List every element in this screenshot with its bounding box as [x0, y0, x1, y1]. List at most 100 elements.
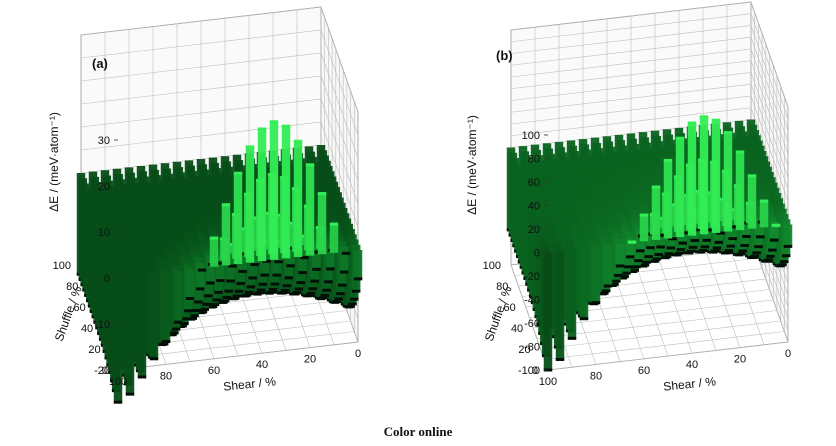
- surface: [506, 115, 793, 372]
- surface-cell: [220, 299, 230, 303]
- surface-cell: [730, 225, 739, 229]
- surface-cell: [740, 243, 749, 247]
- surface-cell: [630, 268, 639, 272]
- surface-bar: [625, 237, 635, 257]
- surface-cell: [752, 251, 761, 255]
- surface-cell: [306, 291, 316, 295]
- surface-cell: [242, 293, 252, 297]
- surface-bar: [615, 244, 625, 266]
- surface-bar: [281, 126, 291, 259]
- x-tick-label: 80: [590, 370, 602, 382]
- surface-cell: [714, 240, 723, 244]
- z-axis-label: ΔE / (meV·atom⁻¹): [47, 112, 61, 212]
- surface-bar: [711, 120, 721, 233]
- surface-cell: [233, 171, 243, 175]
- surface-cell: [640, 263, 650, 267]
- surface-bar: [317, 193, 327, 255]
- surface-cell: [248, 276, 257, 280]
- surface-bar: [245, 146, 255, 263]
- surface-cell: [692, 228, 701, 232]
- wall-gridline: [510, 1, 789, 108]
- surface-cell: [310, 279, 319, 283]
- surface-bar: [305, 164, 315, 256]
- surface-cell: [676, 248, 686, 252]
- surface-cell: [173, 320, 183, 324]
- surface-cell: [168, 333, 177, 337]
- surface-cell: [216, 279, 225, 283]
- surface-cell: [724, 249, 734, 253]
- z-tick-label: 20: [98, 181, 110, 193]
- surface-cell: [320, 293, 329, 297]
- surface-cell: [723, 131, 733, 135]
- surface-cell: [268, 287, 278, 291]
- surface-bar: [735, 152, 745, 231]
- surface-cell: [654, 253, 663, 257]
- surface-cell: [658, 233, 667, 237]
- surface-bar: [567, 249, 577, 339]
- surface-cell: [298, 271, 307, 275]
- surface-bar: [206, 256, 215, 283]
- surface-cell: [266, 290, 276, 294]
- surface-cell: [747, 174, 757, 178]
- surface-cell: [687, 121, 697, 125]
- wall-gridline: [80, 98, 359, 205]
- surface-bar: [185, 269, 195, 299]
- surface-cell: [206, 281, 215, 285]
- surface-cell: [300, 256, 309, 260]
- surface-bar: [274, 237, 283, 262]
- surface-bar: [543, 252, 553, 370]
- surface-bar: [716, 210, 725, 234]
- x-tick-label: 100: [539, 376, 557, 388]
- surface-cell: [652, 257, 662, 261]
- y-tick-label: 100: [483, 260, 501, 272]
- wall-gridline: [510, 60, 789, 166]
- surface-cell: [668, 237, 677, 241]
- surface-bar: [555, 251, 565, 360]
- surface-cell: [188, 316, 197, 320]
- y-tick-label: 60: [504, 302, 516, 314]
- surface-cell: [113, 400, 123, 404]
- surface-cell: [226, 279, 235, 283]
- y-tick-label: 80: [496, 281, 508, 293]
- surface-cell: [262, 259, 271, 263]
- z-tick-label: 40: [528, 201, 540, 213]
- surface-cell: [690, 238, 699, 242]
- surface-bar: [353, 250, 363, 279]
- surface-bar: [783, 224, 793, 247]
- surface-cell: [686, 249, 696, 253]
- surface-cell: [622, 271, 631, 275]
- surface-bar: [250, 240, 259, 265]
- surface-cell: [308, 287, 317, 291]
- surface-cell: [258, 282, 268, 286]
- z-tick-label: 100: [522, 130, 540, 142]
- surface-bar: [699, 116, 709, 235]
- y-tick-label: 80: [66, 281, 78, 293]
- surface-cell: [232, 294, 242, 298]
- wall-gridline: [510, 72, 789, 178]
- x-tick-label: 40: [256, 359, 268, 371]
- surface-bar: [329, 224, 339, 253]
- z-tick-label: -40: [524, 295, 540, 307]
- surface-cell: [326, 267, 335, 271]
- x-axis-label: Shear / %: [663, 374, 717, 393]
- surface-bar: [149, 273, 159, 359]
- wall-gridline: [80, 121, 359, 228]
- x-tick-label: 100: [109, 376, 127, 388]
- surface-cell: [591, 301, 601, 305]
- surface-cell: [200, 307, 209, 311]
- surface-cell: [270, 282, 280, 286]
- surface-cell: [208, 305, 218, 309]
- wall-gridline: [510, 107, 789, 213]
- surface-cell: [246, 285, 256, 289]
- surface-bar: [221, 204, 231, 266]
- wall-gridline: [80, 29, 359, 136]
- surface-cell: [178, 324, 187, 328]
- x-tick-label: 60: [638, 365, 650, 377]
- surface-cell: [678, 241, 687, 245]
- surface-cell: [339, 270, 349, 274]
- x-tick-label: 0: [355, 348, 361, 360]
- y-tick-label: 0: [102, 365, 108, 377]
- wall-gridline: [80, 52, 359, 159]
- surface-cell: [194, 300, 203, 304]
- surface-cell: [613, 273, 623, 277]
